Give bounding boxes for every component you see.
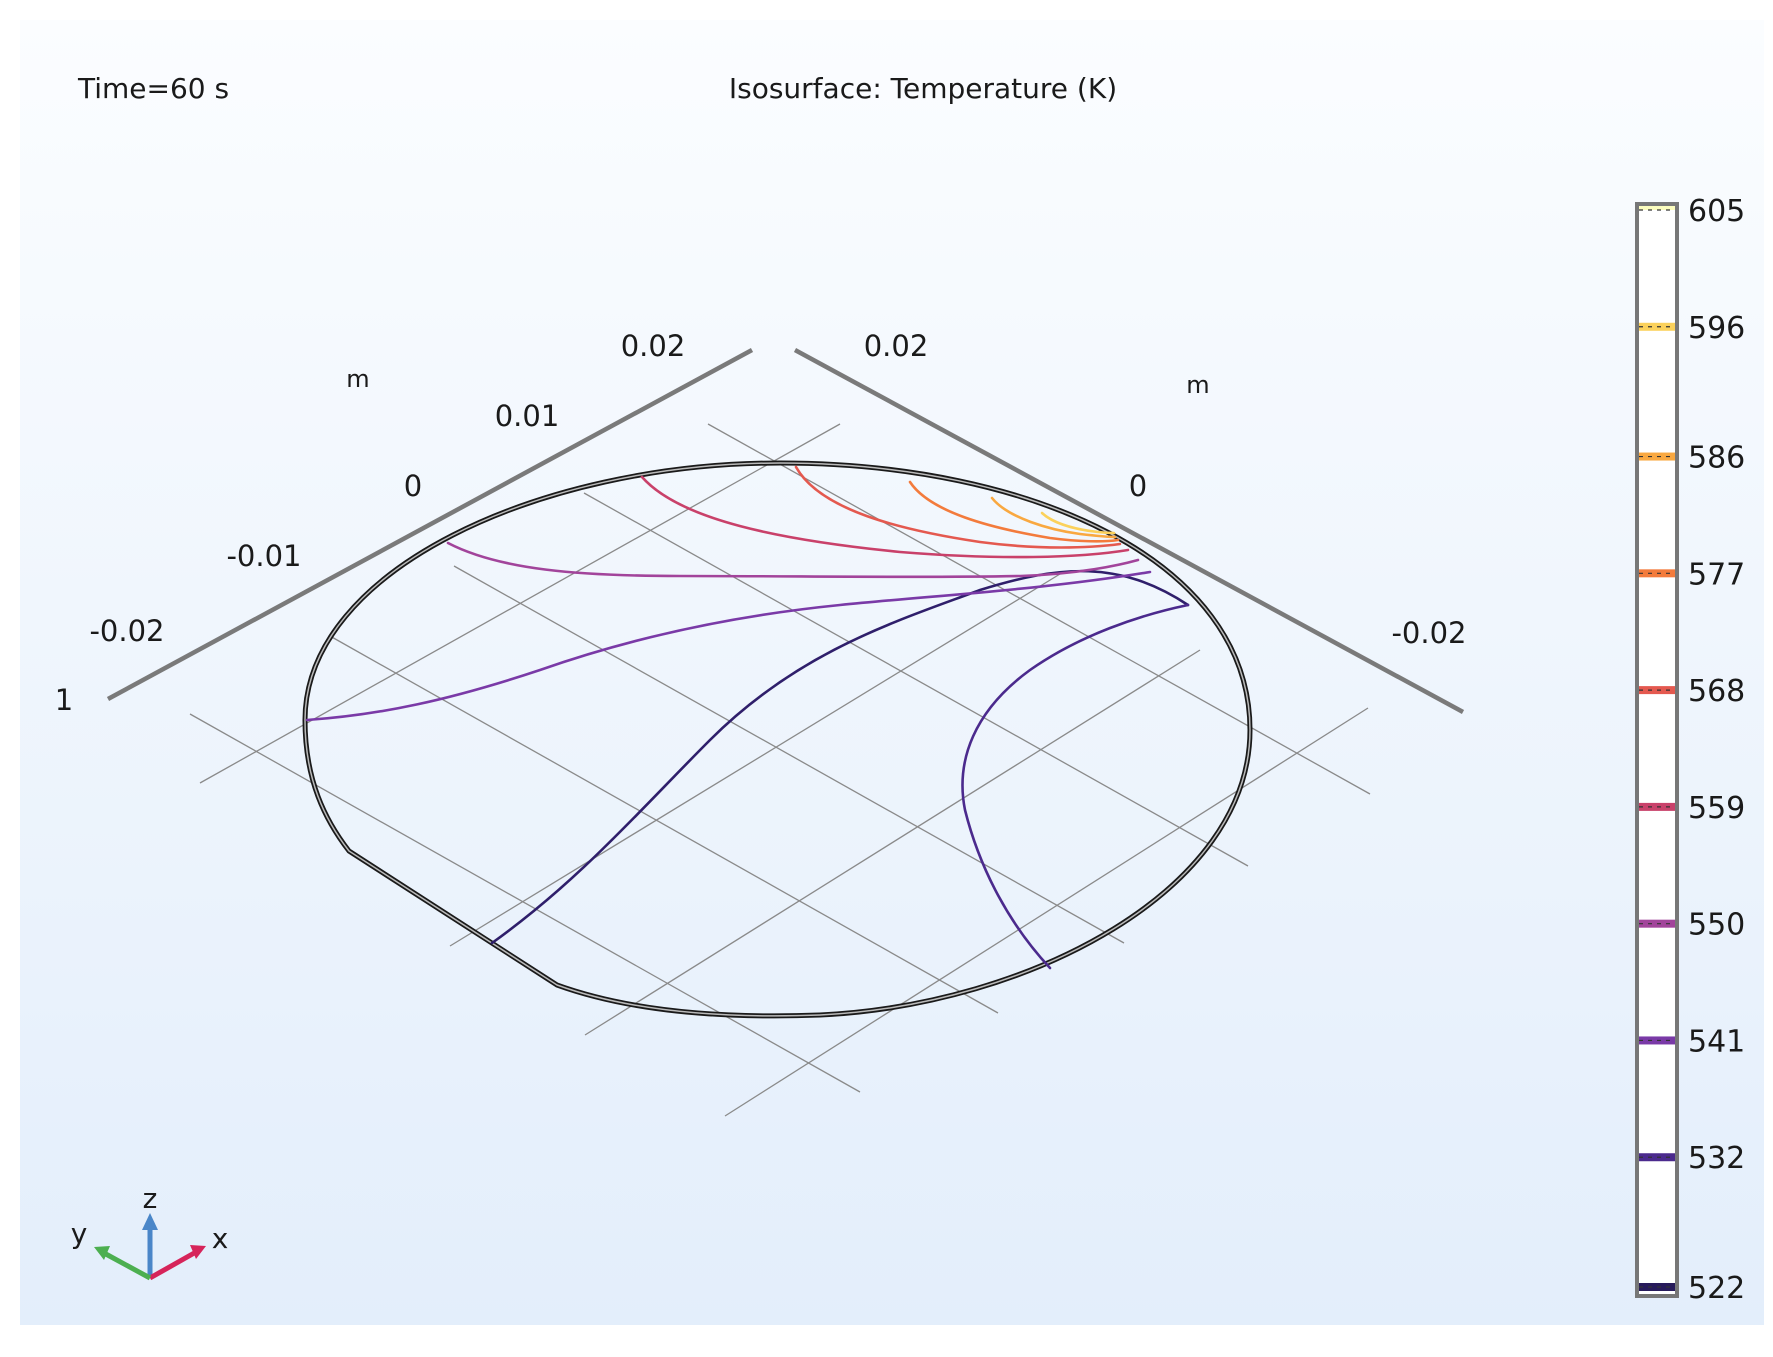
contour-559: [640, 475, 1130, 559]
colorbar: 605 596 586 577 568 559 550 541 532 522: [1639, 194, 1745, 1306]
colorbar-frame: [1635, 202, 1679, 1298]
right-tick-label: 0.02: [864, 329, 929, 363]
outline-inner-path: [304, 462, 1251, 1017]
triad-z-label: z: [143, 1182, 158, 1215]
colorbar-tick-label: 550: [1688, 908, 1745, 943]
triad-y-arrow: [102, 1250, 152, 1281]
colorbar-tick-label: 596: [1688, 311, 1745, 346]
contour-586: [990, 496, 1117, 539]
grid-line: [724, 707, 1369, 1117]
left-tick-label: -0.01: [226, 539, 301, 573]
colorbar-tick-label: 541: [1688, 1024, 1745, 1059]
colorbar-tick-label: 522: [1688, 1271, 1745, 1306]
left-tick-label: 0.02: [621, 329, 686, 363]
triad-x-arrow: [148, 1249, 198, 1281]
contour-532a: [961, 603, 1190, 970]
contour-lines: [305, 465, 1190, 970]
time-label: Time=60 s: [77, 72, 229, 105]
triad-x-head: [190, 1245, 206, 1259]
left-axis-extra-label: 1: [55, 683, 73, 717]
colorbar-tick-label: 532: [1688, 1141, 1745, 1176]
contour-577: [908, 480, 1120, 543]
colorbar-tick-label: 586: [1688, 441, 1745, 476]
plot-area[interactable]: Time=60 s Isosurface: Temperature (K) m …: [20, 20, 1764, 1325]
contour-550: [446, 541, 1140, 579]
right-axis-unit: m: [1186, 371, 1209, 399]
triad-z-head: [142, 1213, 158, 1230]
grid-line: [584, 649, 1201, 1036]
left-axis-unit: m: [346, 365, 369, 393]
contour-568: [794, 465, 1122, 549]
right-tick-label: -0.02: [1391, 616, 1466, 650]
triad-x-label: x: [212, 1222, 229, 1255]
grid-line: [329, 635, 999, 1014]
axis-lines: [106, 348, 1465, 714]
right-axis-labels: m 0.02 0 -0.02: [864, 329, 1467, 650]
grid-line: [449, 573, 1061, 947]
right-axis-line: [793, 348, 1465, 714]
chart-title: Isosurface: Temperature (K): [729, 72, 1117, 105]
triad-y-label: y: [71, 1217, 88, 1250]
colorbar-tick-label: 568: [1688, 674, 1745, 709]
contour-522: [490, 569, 1190, 945]
chart-svg: Time=60 s Isosurface: Temperature (K) m …: [55, 72, 1745, 1306]
grid-line: [583, 492, 1249, 867]
grid-line: [453, 565, 1125, 944]
left-tick-label: 0.01: [495, 399, 560, 433]
colorbar-tick-label: 559: [1688, 791, 1745, 826]
contour-596: [1040, 511, 1116, 535]
colorbar-tick-label: 577: [1688, 557, 1745, 592]
right-tick-label: 0: [1129, 469, 1147, 503]
grid-line: [189, 713, 861, 1093]
left-axis-labels: m 0.02 0.01 0 -0.01 -0.02 1: [55, 329, 686, 717]
colorbar-level-mark: [1639, 206, 1675, 210]
axis-triad: z x y: [71, 1182, 229, 1281]
left-tick-label: -0.02: [89, 614, 164, 648]
triad-y-head: [94, 1246, 110, 1260]
sample-outline: [302, 460, 1253, 1019]
left-axis-line: [106, 348, 754, 701]
grid-line: [707, 423, 1371, 795]
floor-grid: [189, 423, 1371, 1117]
contour-541: [305, 570, 1152, 722]
left-tick-label: 0: [404, 469, 422, 503]
colorbar-tick-label: 605: [1688, 194, 1745, 229]
